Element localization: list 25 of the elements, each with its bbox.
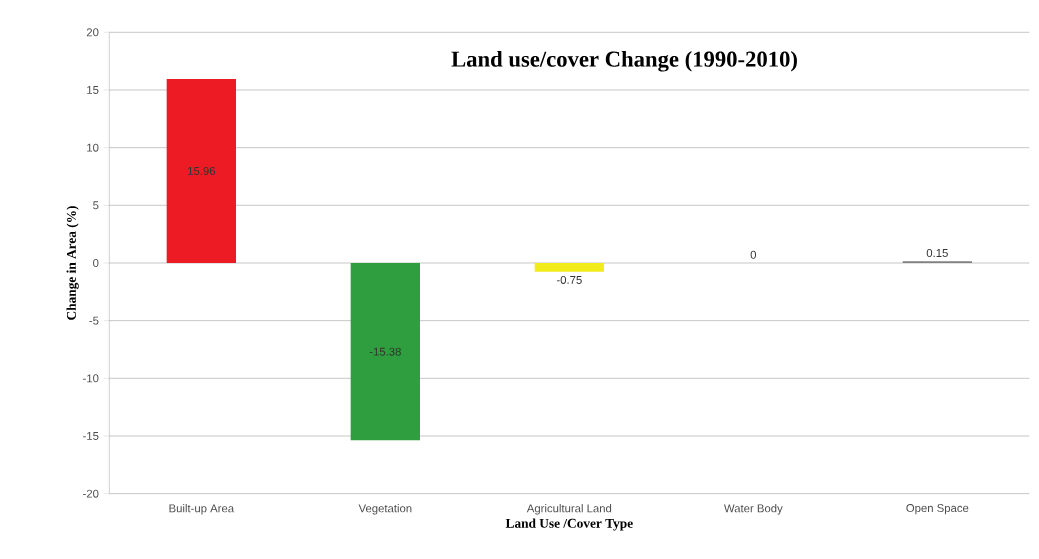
x-tick-label: Vegetation: [358, 504, 412, 515]
y-tick-label: 20: [86, 28, 99, 37]
y-tick-label: -10: [83, 374, 99, 383]
y-tick-label: 10: [87, 143, 99, 152]
y-tick-label: 15: [87, 86, 99, 94]
y-tick-label: -5: [89, 316, 99, 325]
y-axis-title: Change in Area (%): [66, 206, 79, 320]
data-label: -0.75: [556, 275, 582, 284]
y-tick-label: -20: [83, 489, 99, 498]
data-label: 15.96: [188, 166, 216, 175]
x-axis-title: Land Use /Cover Type: [505, 518, 633, 531]
bar: [350, 262, 420, 441]
y-tick-label: -15: [83, 432, 99, 440]
data-label: 0.15: [926, 248, 948, 257]
x-tick-label: Open Space: [906, 504, 969, 515]
x-tick-label: Agricultural Land: [526, 504, 612, 515]
text: Land use/cover Change (1990-2010): [451, 50, 797, 72]
y-tick-label: 0: [93, 258, 99, 267]
y-tick-label: 5: [93, 201, 99, 210]
data-label: -15.38: [369, 347, 401, 356]
bar: [166, 78, 237, 263]
bar: [534, 262, 604, 272]
data-label: 0: [750, 250, 757, 259]
x-tick-label: Water Body: [723, 504, 783, 515]
x-tick-label: Built-up Area: [169, 504, 235, 515]
